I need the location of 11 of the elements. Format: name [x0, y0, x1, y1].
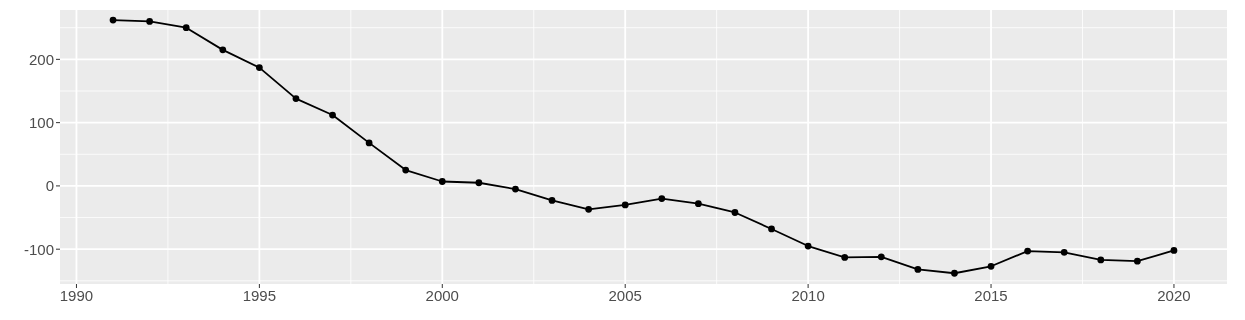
x-tick-label: 2000 — [425, 286, 459, 304]
y-tick-label: -100 — [23, 240, 54, 258]
y-tick-label: 0 — [45, 177, 54, 195]
x-tick-label: 1995 — [242, 286, 277, 304]
y-tick-label: 100 — [28, 113, 54, 131]
x-tick-label: 1990 — [59, 286, 94, 304]
x-tick-label: 2020 — [1157, 286, 1191, 304]
x-tick-label: 2015 — [974, 286, 1008, 304]
x-tick-label: 2005 — [608, 286, 642, 304]
x-tick-label: 2010 — [791, 286, 825, 304]
y-tick-label: 200 — [28, 50, 54, 68]
